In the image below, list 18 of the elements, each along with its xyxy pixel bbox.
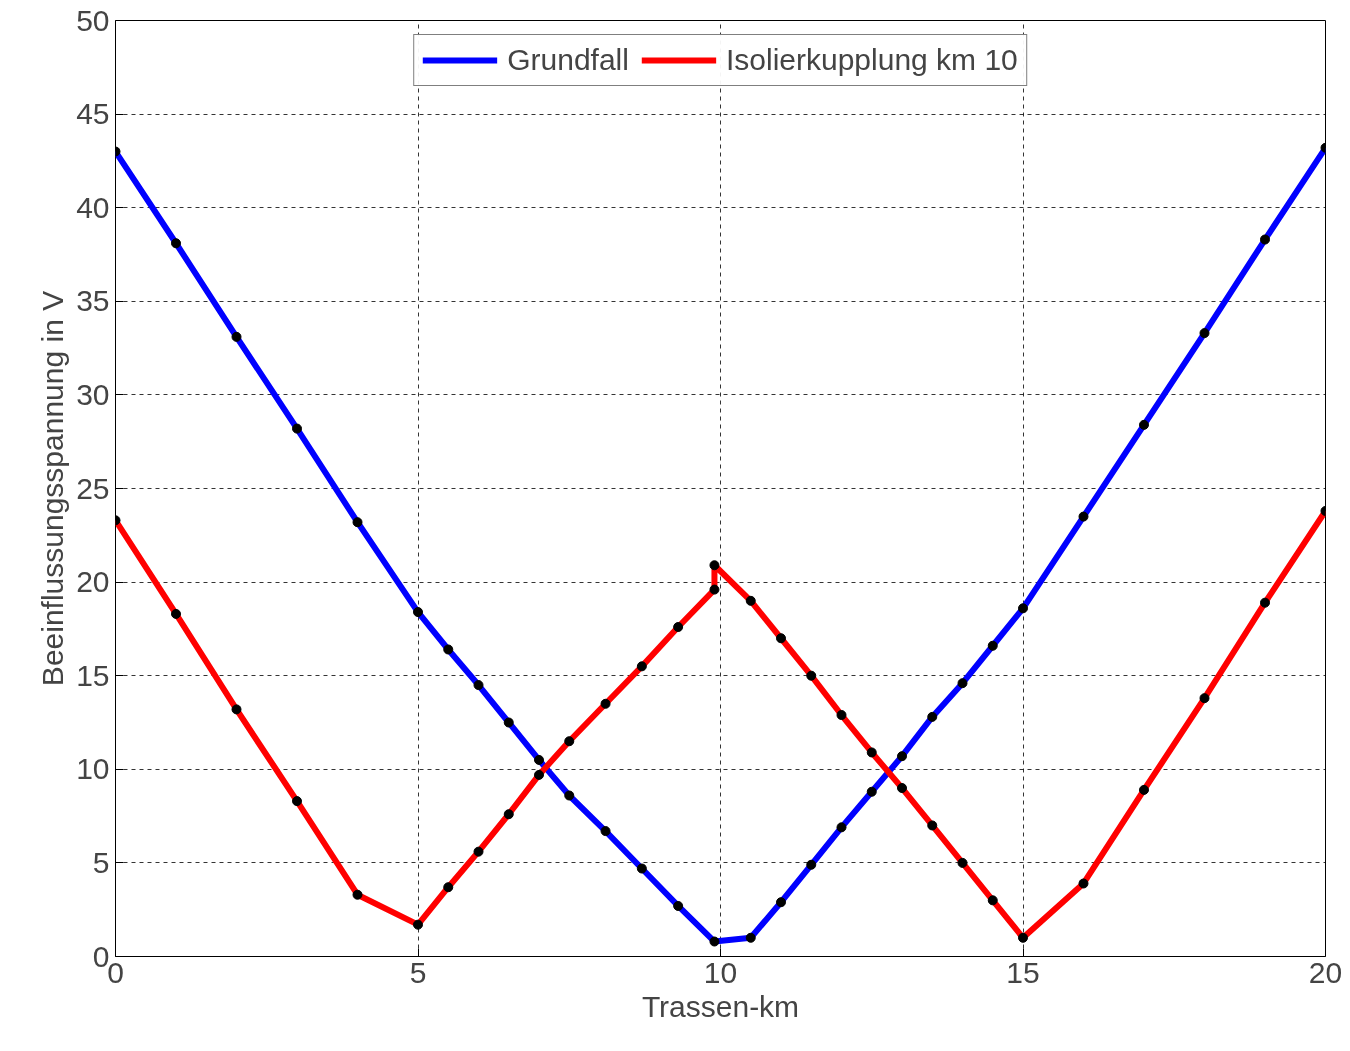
y-tick-label: 35	[76, 284, 110, 318]
y-tick-label: 20	[76, 565, 110, 599]
legend-label: Isolierkupplung km 10	[725, 43, 1018, 77]
x-axis-title: Trassen-km	[641, 989, 800, 1023]
y-tick-label: 10	[76, 752, 110, 786]
y-tick-label: 15	[76, 658, 110, 692]
x-tick-label: 15	[1006, 955, 1040, 989]
y-tick-label: 5	[92, 845, 110, 879]
y-tick-label: 25	[76, 471, 110, 505]
x-tick-label: 10	[703, 955, 738, 989]
y-axis-title: Beeinflussungsspannung in V	[36, 290, 70, 687]
legend-label: Grundfall	[507, 43, 629, 77]
y-tick-label: 30	[76, 377, 110, 411]
x-tick-label: 5	[409, 955, 427, 989]
y-tick-label: 40	[76, 190, 110, 224]
x-tick-label: 20	[1308, 955, 1343, 989]
y-tick-label: 50	[76, 3, 110, 37]
y-tick-label: 45	[76, 97, 110, 131]
